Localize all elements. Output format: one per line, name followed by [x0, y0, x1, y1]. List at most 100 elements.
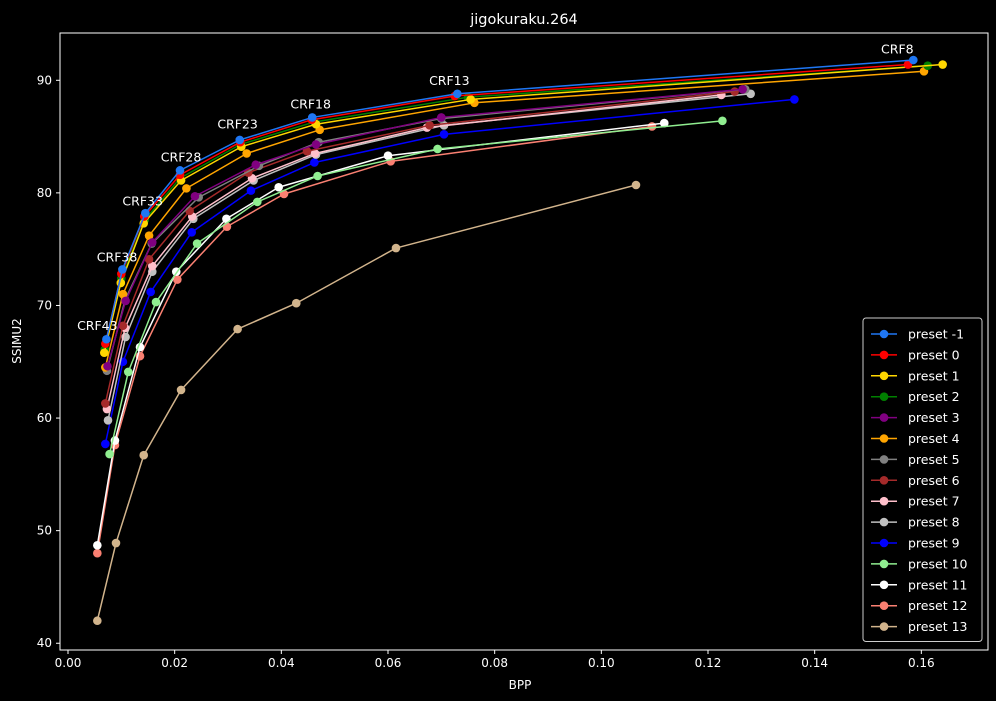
data-point	[93, 540, 102, 550]
x-axis-title: BPP	[509, 678, 532, 692]
data-point	[102, 334, 111, 344]
legend-item-preset-3: preset 3	[871, 410, 960, 425]
crf-annotation: CRF23	[217, 117, 258, 132]
legend-label: preset 11	[908, 577, 967, 592]
data-point	[453, 89, 462, 99]
legend-label: preset 13	[908, 619, 967, 634]
data-point	[147, 261, 157, 271]
data-point	[103, 361, 112, 371]
x-tick-label: 0.12	[695, 656, 722, 670]
x-tick-label: 0.10	[588, 656, 615, 670]
data-point	[253, 197, 262, 207]
series-preset-13	[93, 180, 641, 626]
legend-label: preset 10	[908, 556, 968, 571]
legend-item-preset-1: preset 1	[871, 368, 960, 383]
legend-item-preset-1: preset -1	[871, 327, 964, 342]
plot-area	[59, 32, 989, 651]
data-point	[118, 289, 128, 299]
series-line	[104, 70, 925, 368]
y-tick-label: 50	[37, 524, 52, 538]
data-point	[141, 208, 150, 218]
legend-label: preset 2	[908, 389, 960, 404]
legend-marker	[879, 455, 889, 464]
data-point	[175, 166, 185, 175]
data-point	[146, 287, 155, 297]
legend-marker	[879, 434, 889, 443]
legend-marker	[879, 601, 889, 610]
data-point	[192, 239, 202, 248]
data-point	[151, 297, 161, 307]
y-axis: 40 50 60 70 80 90	[37, 73, 60, 650]
legend-marker	[879, 413, 889, 422]
data-point	[790, 95, 799, 104]
legend-item-preset-0: preset 0	[871, 347, 960, 362]
series-line	[105, 59, 914, 340]
data-point	[176, 385, 186, 395]
x-axis: 0.00 0.02 0.04 0.06 0.08 0.10 0.12 0.14 0.16	[55, 650, 935, 670]
data-point	[425, 121, 434, 130]
legend-label: preset 3	[908, 410, 960, 425]
data-point	[182, 184, 191, 193]
legend: preset -1 preset 0 preset 1 preset 2 preset …	[862, 317, 983, 642]
y-tick-label: 80	[37, 186, 52, 200]
data-point	[118, 265, 127, 274]
data-point	[307, 113, 317, 122]
legend-label: preset 8	[908, 515, 960, 530]
x-tick-label: 0.14	[801, 656, 828, 670]
legend-marker	[879, 559, 889, 569]
legend-item-preset-9: preset 9	[871, 536, 960, 551]
legend-item-preset-8: preset 8	[871, 515, 960, 530]
data-point	[311, 140, 321, 149]
data-point	[173, 275, 182, 284]
data-point	[938, 60, 947, 69]
data-point	[101, 399, 110, 408]
data-point	[105, 449, 114, 459]
legend-marker	[879, 371, 889, 381]
data-point	[242, 149, 251, 158]
legend-marker	[879, 538, 889, 548]
data-point	[147, 238, 157, 247]
series-line	[104, 90, 735, 404]
data-point	[99, 348, 109, 358]
legend-item-preset-6: preset 6	[871, 473, 960, 488]
crf-annotation: CRF13	[429, 73, 470, 88]
data-point	[111, 538, 121, 548]
data-point	[121, 296, 130, 306]
data-point	[103, 416, 113, 425]
data-point	[233, 324, 242, 334]
legend-marker	[879, 580, 889, 590]
series-line	[106, 88, 743, 367]
series-preset-1	[102, 55, 918, 344]
x-tick-label: 0.06	[375, 656, 402, 670]
series-preset-10	[105, 116, 727, 459]
data-point	[101, 439, 110, 449]
legend-marker	[879, 517, 889, 527]
y-tick-label: 70	[37, 298, 52, 312]
data-point	[185, 206, 194, 216]
x-tick-label: 0.08	[481, 656, 508, 670]
legend-item-preset-7: preset 7	[871, 494, 960, 509]
legend-item-preset-4: preset 4	[871, 431, 960, 446]
series-preset-6	[101, 87, 739, 408]
crf-annotation: CRF38	[97, 250, 138, 265]
data-point	[659, 118, 669, 128]
series-preset-3	[103, 85, 747, 371]
crf-annotation: CRF33	[122, 193, 163, 208]
legend-label: preset 1	[908, 368, 960, 383]
x-tick-label: 0.02	[161, 656, 188, 670]
legend-item-preset-13: preset 13	[871, 619, 967, 634]
series-line	[96, 122, 665, 546]
data-point	[93, 548, 102, 558]
x-tick-label: 0.16	[908, 656, 935, 670]
crf-annotation: CRF8	[881, 41, 914, 56]
series-line	[96, 184, 637, 621]
data-point	[235, 135, 245, 145]
data-point	[118, 321, 128, 331]
legend-marker	[879, 350, 889, 360]
legend-marker	[879, 496, 889, 506]
series-line	[106, 94, 722, 410]
y-tick-label: 60	[37, 411, 52, 425]
series-layer	[93, 55, 947, 626]
series-line	[104, 98, 795, 445]
